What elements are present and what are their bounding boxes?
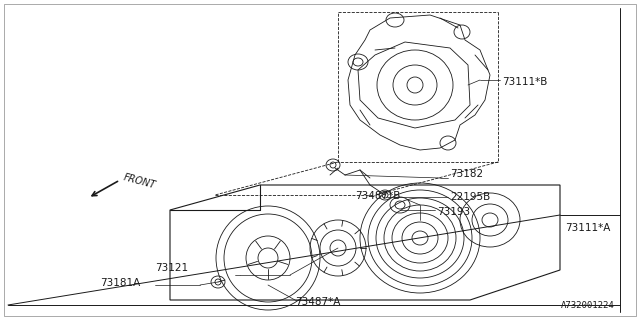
Text: 73111*B: 73111*B <box>502 77 547 87</box>
Text: FRONT: FRONT <box>122 172 157 190</box>
Text: 73487*A: 73487*A <box>295 297 340 307</box>
Text: A732001224: A732001224 <box>561 301 615 310</box>
Text: 73111*A: 73111*A <box>565 223 611 233</box>
Text: 73121: 73121 <box>155 263 188 273</box>
Text: 73182: 73182 <box>450 169 483 179</box>
Text: 73193: 73193 <box>437 207 470 217</box>
Text: 22195B: 22195B <box>450 192 490 202</box>
Text: 73181A: 73181A <box>100 278 140 288</box>
Text: 73487*B: 73487*B <box>355 191 401 201</box>
